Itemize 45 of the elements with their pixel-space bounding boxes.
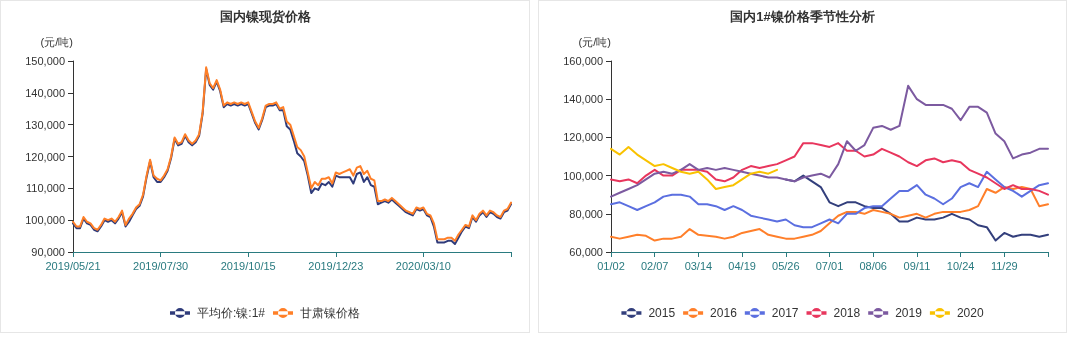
x-tick-label: 2019/05/21 xyxy=(45,259,101,272)
y-tick-label: 150,000 xyxy=(25,55,65,67)
x-tick-label: 2019/10/15 xyxy=(220,259,276,272)
line-series xyxy=(610,170,1049,229)
line-series xyxy=(610,145,779,190)
x-tick-label: 04/19 xyxy=(728,259,756,272)
x-tick-label: 10/24 xyxy=(946,259,975,272)
legend-label: 平均价:镍:1# xyxy=(196,306,266,320)
y-tick-label: 160,000 xyxy=(563,55,603,67)
y-tick-label: 120,000 xyxy=(25,150,65,163)
line-series xyxy=(610,84,1049,198)
y-tick-label: 140,000 xyxy=(25,86,65,99)
line-series xyxy=(610,186,1049,242)
legend-label: 甘肃镍价格 xyxy=(300,306,361,320)
x-tick-label: 2019/12/23 xyxy=(308,259,364,272)
legend-label: 2016 xyxy=(710,306,738,320)
y-tick-label: 90,000 xyxy=(31,246,65,258)
y-tick-label: 120,000 xyxy=(563,131,603,144)
x-tick-label: 2020/03/10 xyxy=(395,259,451,272)
y-tick-label: 130,000 xyxy=(25,118,65,131)
x-tick-label: 08/06 xyxy=(859,259,887,272)
y-tick-label: 60,000 xyxy=(569,246,603,258)
legend-label: 2017 xyxy=(771,306,799,320)
y-tick-label: 140,000 xyxy=(563,93,603,106)
y-axis-title: (元/吨) xyxy=(40,35,73,48)
legend-label: 2018 xyxy=(833,306,861,320)
y-tick-label: 110,000 xyxy=(26,182,65,195)
chart-title: 国内镍现货价格 xyxy=(219,9,312,24)
y-tick-label: 80,000 xyxy=(569,207,603,220)
x-tick-label: 07/01 xyxy=(815,259,844,272)
x-tick-label: 03/14 xyxy=(684,259,713,272)
y-tick-label: 100,000 xyxy=(563,169,603,182)
x-tick-label: 01/02 xyxy=(597,259,625,272)
x-tick-label: 02/07 xyxy=(640,259,669,272)
line-series xyxy=(610,142,1049,196)
x-tick-label: 11/29 xyxy=(990,259,1018,272)
chart-title: 国内1#镍价格季节性分析 xyxy=(730,9,875,24)
y-tick-label: 100,000 xyxy=(25,214,65,227)
legend-label: 2020 xyxy=(956,306,984,320)
legend-label: 2015 xyxy=(648,306,676,320)
x-tick-label: 05/26 xyxy=(772,259,800,272)
x-tick-label: 09/11 xyxy=(903,259,931,272)
x-tick-label: 2019/07/30 xyxy=(133,259,189,272)
legend-label: 2019 xyxy=(895,306,923,320)
y-axis-title: (元/吨) xyxy=(578,35,611,48)
